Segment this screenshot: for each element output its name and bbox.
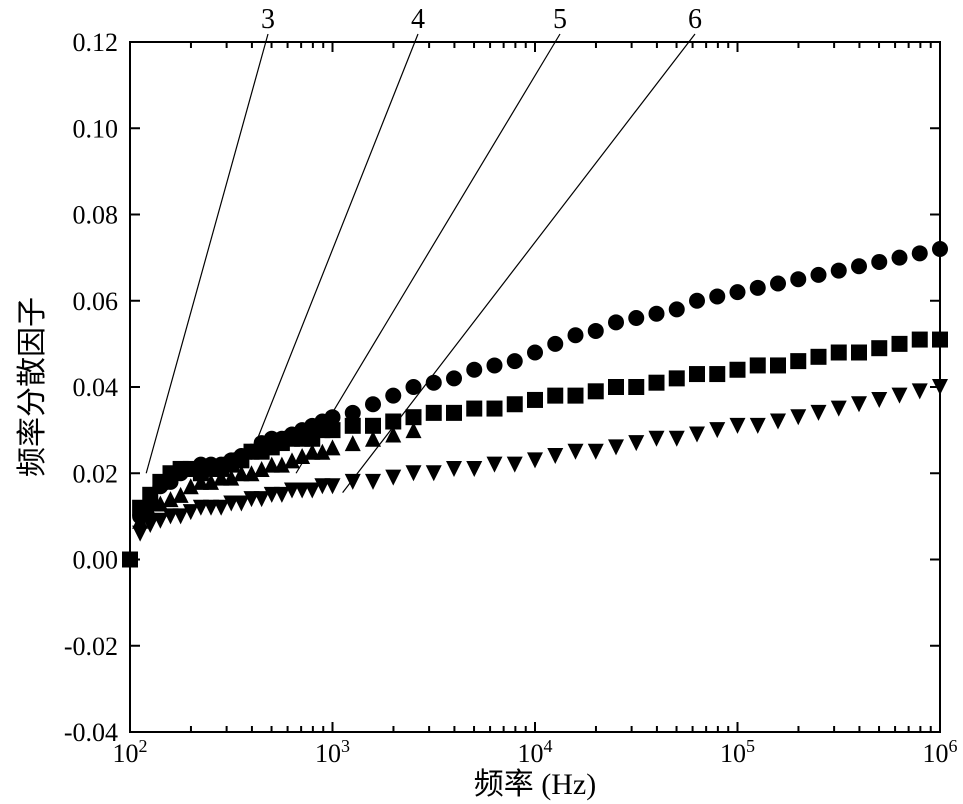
chart-container: 102103104105106-0.04-0.020.000.020.040.0…	[0, 0, 963, 804]
y-tick-label: -0.02	[64, 632, 118, 661]
y-tick-label: 0.08	[73, 201, 119, 230]
annotation-label: 4	[411, 4, 425, 35]
x-tick-label: 103	[315, 736, 350, 768]
x-tick-label: 106	[923, 736, 958, 768]
annotation-label: 5	[553, 4, 567, 35]
x-tick-label: 104	[518, 736, 553, 768]
y-axis-title: 频率分散因子	[16, 297, 49, 477]
y-tick-label: 0.00	[73, 546, 119, 575]
annotation-label: 6	[688, 4, 702, 35]
annotation-label: 3	[261, 4, 275, 35]
x-tick-label: 105	[720, 736, 755, 768]
annotation-line	[146, 34, 268, 473]
scatter-chart: 102103104105106-0.04-0.020.000.020.040.0…	[0, 0, 963, 804]
y-tick-label: -0.04	[64, 718, 118, 747]
series-4-square	[122, 332, 948, 568]
y-tick-label: 0.04	[73, 373, 119, 402]
y-tick-label: 0.02	[73, 459, 119, 488]
y-tick-label: 0.06	[73, 287, 119, 316]
x-axis-title: 频率 (Hz)	[474, 768, 596, 801]
y-tick-label: 0.10	[73, 114, 119, 143]
y-tick-label: 0.12	[73, 28, 119, 57]
